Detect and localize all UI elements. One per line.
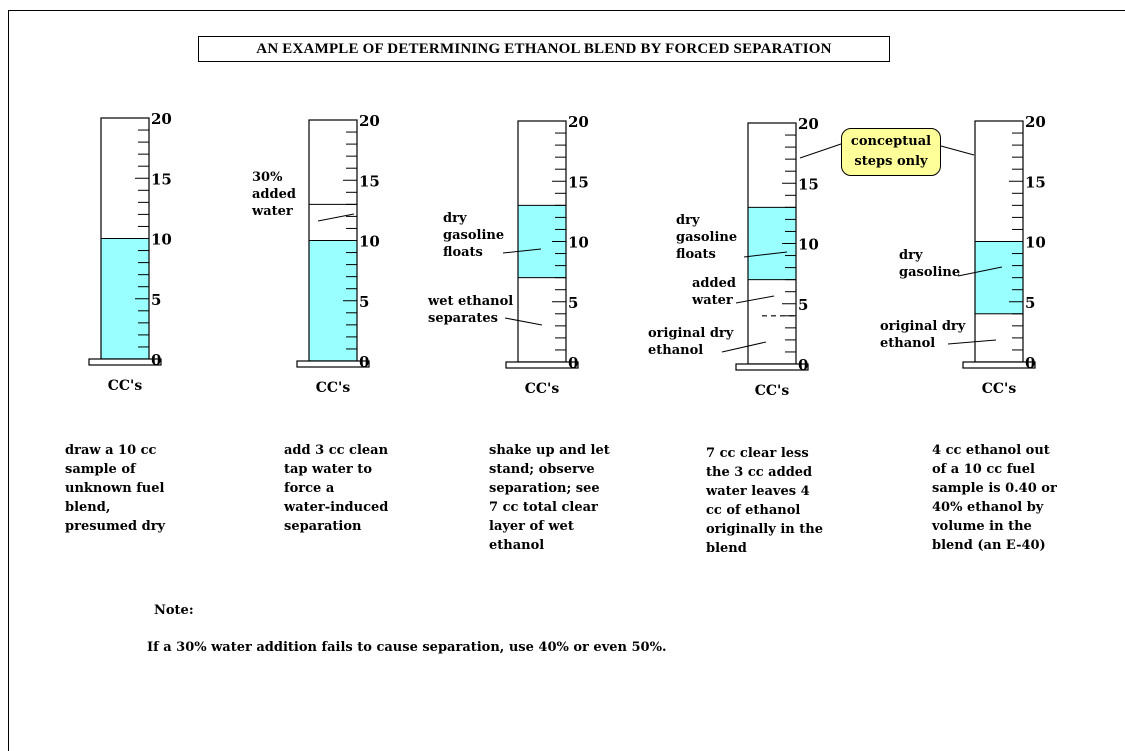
layer-label: dry gasoline floats xyxy=(676,213,737,262)
leader-line xyxy=(721,341,767,353)
cylinder-5: 0 5 10 15 20 CC's xyxy=(962,113,1046,397)
tick-label: 10 xyxy=(151,231,172,249)
leader-line xyxy=(735,295,775,304)
page-frame xyxy=(8,10,1125,751)
leader-line xyxy=(957,266,1003,277)
cylinder-3: 0 5 10 15 20 CC's xyxy=(505,113,589,397)
note-body: If a 30% water addition fails to cause s… xyxy=(147,640,667,655)
layer-label: wet ethanol separates xyxy=(427,294,513,326)
tick-label: 10 xyxy=(1025,234,1046,252)
caption-step-1: draw a 10 cc sample of unknown fuel blen… xyxy=(65,443,166,534)
cylinder-1: 0 5 10 15 20 CC's xyxy=(88,110,172,394)
cylinder-4: 0 5 10 15 20 CC's xyxy=(735,115,819,399)
tick-label: 10 xyxy=(568,234,589,252)
tick-label: 5 xyxy=(798,296,808,314)
tick-label: 0 xyxy=(151,351,161,369)
tick-label: 10 xyxy=(359,233,380,251)
leader-line xyxy=(947,339,997,345)
diagram-title: AN EXAMPLE OF DETERMINING ETHANOL BLEND … xyxy=(198,36,890,62)
tick-label: 15 xyxy=(151,170,172,188)
unit-label: CC's xyxy=(316,380,351,396)
layer-label: dry gasoline floats xyxy=(443,211,504,260)
tick-label: 0 xyxy=(1025,354,1035,372)
tick-label: 0 xyxy=(568,354,578,372)
cylinder-base xyxy=(505,361,579,369)
tick-label: 20 xyxy=(568,113,589,131)
leader-line xyxy=(743,251,788,258)
cylinder-base xyxy=(88,358,162,366)
conceptual-steps-callout: conceptual steps only xyxy=(841,128,941,176)
layer-label: original dry ethanol xyxy=(648,326,734,358)
leader-line xyxy=(502,248,542,254)
layer-label: 30% added water xyxy=(251,170,296,219)
caption-step-5: 4 cc ethanol out of a 10 cc fuel sample … xyxy=(932,443,1057,553)
layer-label: dry gasoline xyxy=(899,248,960,280)
callout-leader-right xyxy=(940,145,975,156)
note-heading: Note: xyxy=(154,603,194,618)
caption-step-2: add 3 cc clean tap water to force a wate… xyxy=(284,443,389,534)
tick-label: 15 xyxy=(568,173,589,191)
caption-step-4: 7 cc clear less the 3 cc added water lea… xyxy=(706,446,823,556)
tick-label: 15 xyxy=(798,175,819,193)
tick-label: 20 xyxy=(798,115,819,133)
tick-label: 5 xyxy=(359,293,369,311)
unit-label: CC's xyxy=(525,381,560,397)
cylinder-2: 0 5 10 15 20 CC's xyxy=(296,112,380,396)
tick-label: 5 xyxy=(1025,294,1035,312)
tick-label: 10 xyxy=(798,236,819,254)
tick-label: 15 xyxy=(359,172,380,190)
cylinder-base xyxy=(962,361,1036,369)
tick-label: 0 xyxy=(359,353,369,371)
tick-label: 5 xyxy=(568,294,578,312)
layer-label: original dry ethanol xyxy=(880,319,966,351)
tick-label: 15 xyxy=(1025,173,1046,191)
unit-label: CC's xyxy=(108,378,143,394)
cylinder-base xyxy=(735,363,809,371)
tick-label: 20 xyxy=(151,110,172,128)
tick-label: 20 xyxy=(1025,113,1046,131)
tick-label: 0 xyxy=(798,356,808,374)
tick-label: 20 xyxy=(359,112,380,130)
caption-step-3: shake up and let stand; observe separati… xyxy=(489,443,610,553)
cylinder-base xyxy=(296,360,370,368)
leader-line xyxy=(504,317,543,326)
callout-leader-left xyxy=(799,143,842,159)
layer-label: added water xyxy=(691,276,736,308)
unit-label: CC's xyxy=(982,381,1017,397)
tick-label: 5 xyxy=(151,291,161,309)
unit-label: CC's xyxy=(755,383,790,399)
leader-line xyxy=(317,213,355,222)
